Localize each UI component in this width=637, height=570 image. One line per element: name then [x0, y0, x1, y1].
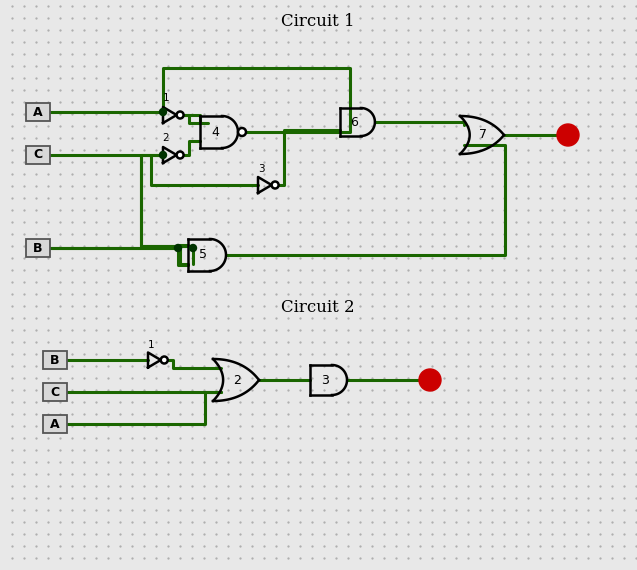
Text: B: B — [33, 242, 43, 254]
Text: 5: 5 — [199, 249, 207, 262]
Text: 6: 6 — [350, 116, 359, 128]
Text: C: C — [50, 385, 60, 398]
Circle shape — [419, 369, 441, 391]
Text: 4: 4 — [211, 125, 219, 139]
FancyBboxPatch shape — [43, 383, 67, 401]
Circle shape — [175, 245, 182, 251]
Circle shape — [176, 152, 183, 158]
Circle shape — [557, 124, 579, 146]
Circle shape — [176, 112, 183, 119]
Text: 3: 3 — [258, 164, 264, 174]
FancyBboxPatch shape — [26, 103, 50, 121]
Text: A: A — [33, 105, 43, 119]
Text: Circuit 1: Circuit 1 — [281, 14, 355, 31]
Text: 1: 1 — [148, 340, 154, 349]
Circle shape — [238, 128, 246, 136]
Text: 2: 2 — [233, 373, 241, 386]
Text: 7: 7 — [479, 128, 487, 141]
Text: A: A — [50, 417, 60, 430]
Text: C: C — [33, 149, 43, 161]
Circle shape — [159, 108, 166, 116]
Circle shape — [271, 181, 278, 189]
Circle shape — [161, 356, 168, 364]
FancyBboxPatch shape — [26, 239, 50, 257]
Text: 2: 2 — [162, 133, 169, 143]
FancyBboxPatch shape — [43, 351, 67, 369]
Circle shape — [159, 152, 166, 158]
Text: 3: 3 — [321, 373, 329, 386]
Text: 1: 1 — [162, 93, 169, 103]
Text: B: B — [50, 353, 60, 367]
Text: Circuit 2: Circuit 2 — [281, 299, 355, 316]
Circle shape — [189, 245, 196, 251]
FancyBboxPatch shape — [26, 146, 50, 164]
FancyBboxPatch shape — [43, 415, 67, 433]
